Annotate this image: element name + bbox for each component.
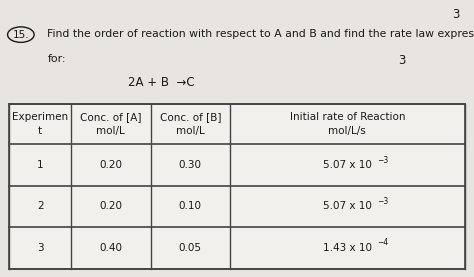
Text: 3: 3 — [37, 243, 44, 253]
Text: 2: 2 — [37, 201, 44, 211]
Text: 0.30: 0.30 — [179, 160, 202, 170]
Text: 0.20: 0.20 — [99, 160, 122, 170]
Text: 1: 1 — [37, 160, 44, 170]
Text: 0.20: 0.20 — [99, 201, 122, 211]
Text: 0.05: 0.05 — [179, 243, 202, 253]
Text: −3: −3 — [377, 197, 389, 206]
Text: 3: 3 — [398, 54, 406, 67]
Text: −3: −3 — [377, 155, 389, 165]
Text: 5.07 x 10: 5.07 x 10 — [323, 201, 372, 211]
Text: 2A + B  →C: 2A + B →C — [128, 76, 195, 89]
Text: Conc. of [B]: Conc. of [B] — [160, 112, 221, 122]
Text: Experimen: Experimen — [12, 112, 68, 122]
Text: mol/L: mol/L — [176, 126, 205, 136]
Text: 15.: 15. — [12, 30, 29, 40]
Text: Find the order of reaction with respect to A and B and find the rate law express: Find the order of reaction with respect … — [47, 29, 474, 39]
Text: mol/L/s: mol/L/s — [328, 126, 366, 136]
Text: mol/L: mol/L — [96, 126, 125, 136]
Text: Conc. of [A]: Conc. of [A] — [80, 112, 141, 122]
Text: 3: 3 — [452, 8, 460, 21]
Bar — [9, 104, 465, 269]
Text: 5.07 x 10: 5.07 x 10 — [323, 160, 372, 170]
Text: Initial rate of Reaction: Initial rate of Reaction — [290, 112, 405, 122]
Text: t: t — [38, 126, 42, 136]
Text: for:: for: — [47, 54, 66, 64]
Text: 1.43 x 10: 1.43 x 10 — [323, 243, 372, 253]
Text: −4: −4 — [377, 238, 389, 247]
Text: 0.10: 0.10 — [179, 201, 202, 211]
Text: 0.40: 0.40 — [99, 243, 122, 253]
